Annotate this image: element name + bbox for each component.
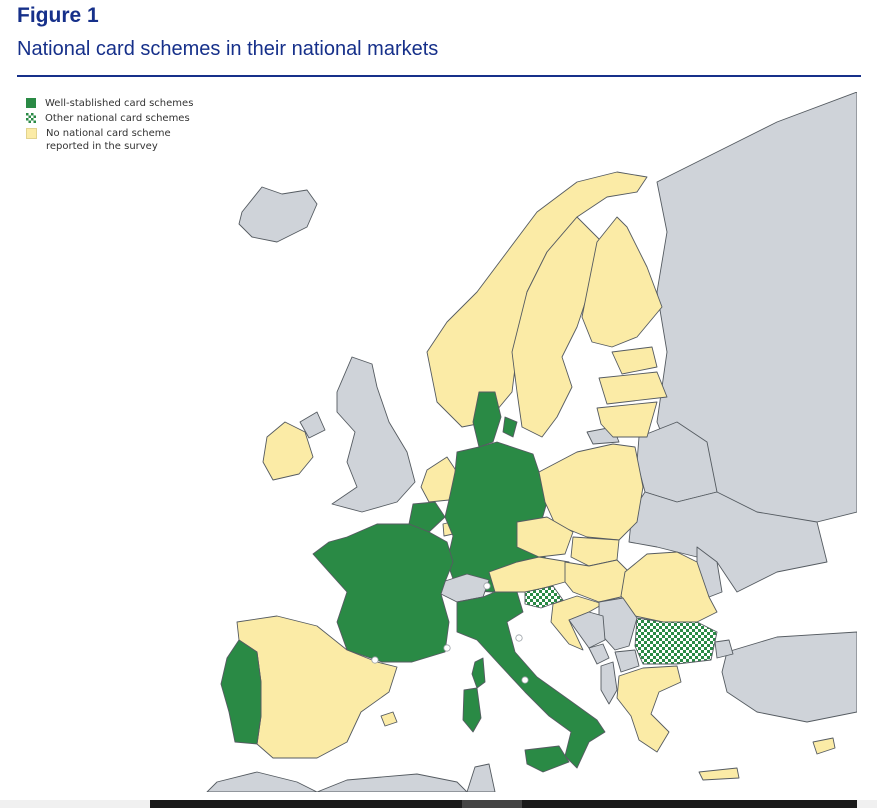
bottom-scrollbar[interactable] [0,800,877,808]
legend-label: Well-stablished card schemes [45,98,194,109]
country-montenegro [588,643,610,665]
country-italy [456,591,606,769]
country-france [471,657,486,689]
country-ireland [262,421,314,481]
country-finland [581,216,663,348]
country-denmark [502,416,518,438]
marker-dot [515,634,523,642]
country-estonia [611,346,658,375]
country-tunisia [466,763,496,792]
country-bosnia [568,611,606,649]
legend-swatch-other [26,113,36,123]
marker-dot [521,676,529,684]
country-denmark [472,391,502,448]
europe-map [17,92,857,792]
country-united-kingdom [331,356,416,513]
marker-dot [443,644,451,652]
title-rule [17,75,861,77]
country-morocco [206,771,318,792]
legend-swatch-none [26,128,37,139]
country-cyprus [812,737,836,755]
country-italy [524,745,570,773]
legend-item-other: Other national card schemes [26,112,206,125]
country-iceland [238,186,318,243]
legend-item-none: No national card scheme reported in the … [26,127,206,153]
figure-label: Figure 1 [17,4,99,27]
marker-dot [483,582,491,590]
marker-dot [371,656,379,664]
country-greece [698,767,740,781]
country-lithuania [596,401,658,438]
scrollbar-thumb[interactable] [462,800,522,808]
legend-label: No national card scheme reported in the … [46,128,171,152]
map-svg [17,92,857,792]
country-italy [462,687,482,733]
country-portugal [220,639,262,745]
country-united-kingdom [299,411,326,439]
map-legend: Well-stablished card schemes Other natio… [26,97,206,155]
country-czechia [516,516,574,558]
figure-title: National card schemes in their national … [17,38,439,60]
country-albania [600,661,618,705]
country-ukraine [628,491,828,593]
country-greece [616,665,682,753]
country-belgium [408,501,446,533]
country-spain [380,711,398,727]
country-algeria [316,773,468,792]
legend-swatch-well-established [26,98,36,108]
country-turkey [721,631,857,723]
country-poland [538,443,644,541]
country-turkey [714,639,734,659]
country-slovenia [524,585,564,609]
country-north-macedonia [614,649,640,673]
legend-item-well-established: Well-stablished card schemes [26,97,206,110]
legend-label: Other national card schemes [45,113,190,124]
country-bulgaria [634,617,718,665]
country-latvia [598,371,668,405]
country-france [312,523,454,663]
